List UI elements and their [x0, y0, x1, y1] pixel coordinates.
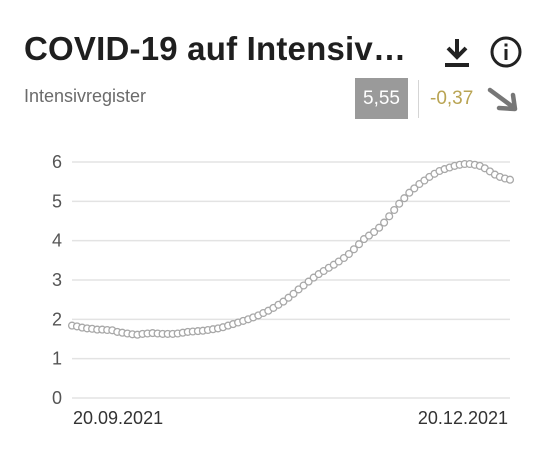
kpi-divider: [418, 80, 419, 118]
data-point: [349, 245, 358, 254]
y-tick-label: 2: [52, 309, 62, 329]
change-value: -0,37: [430, 88, 474, 109]
line-chart: 0 1 2 3 4 5 6 20.09.2021 20.12.2021: [52, 152, 515, 428]
x-tick-label: 20.09.2021: [73, 408, 163, 428]
data-point: [380, 218, 389, 227]
data-point: [385, 212, 394, 221]
chart-subtitle: Intensivregister: [24, 86, 147, 106]
data-point: [289, 289, 298, 298]
y-tick-label: 1: [52, 349, 62, 369]
y-tick-label: 0: [52, 388, 62, 408]
data-point: [370, 227, 379, 237]
data-point: [354, 240, 364, 249]
y-tick-label: 3: [52, 270, 62, 290]
data-point: [390, 205, 399, 215]
y-tick-label: 4: [52, 231, 62, 251]
data-point: [395, 199, 404, 208]
current-value-badge: 5,55: [355, 78, 408, 119]
y-tick-label: 5: [52, 191, 62, 211]
data-point: [400, 194, 409, 203]
x-tick-label: 20.12.2021: [418, 408, 508, 428]
data-point: [344, 249, 353, 259]
data-point: [505, 175, 515, 184]
chart-title: COVID-19 auf Intensiv…: [24, 30, 407, 67]
data-point: [405, 188, 414, 197]
download-icon[interactable]: [442, 36, 472, 70]
data-point: [410, 184, 419, 193]
arrow-down-right-icon: [487, 87, 518, 112]
info-icon[interactable]: [489, 35, 523, 69]
data-point: [375, 223, 384, 232]
data-point: [304, 277, 313, 286]
y-tick-label: 6: [52, 152, 62, 172]
series-line: [71, 163, 511, 336]
